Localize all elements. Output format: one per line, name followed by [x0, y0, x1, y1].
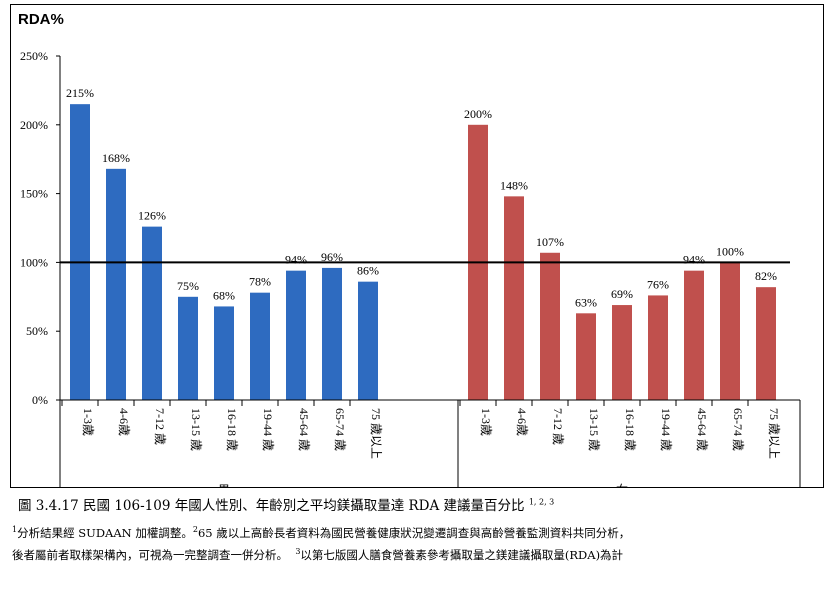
- figure-caption: 圖 3.4.17 民國 106-109 年國人性別、年齡別之平均鎂攝取量達 RD…: [18, 496, 818, 516]
- data-label: 200%: [464, 107, 492, 121]
- data-label: 96%: [321, 250, 343, 264]
- footnote-line-2: 後者屬前者取樣架構內，可視為一完整調查一併分析。 3以第七版國人膳食營養素參考攝…: [12, 544, 824, 566]
- footnotes: 1分析結果經 SUDAAN 加權調整。265 歲以上高齡長者資料為國民營養健康狀…: [12, 522, 824, 566]
- x-tick-label: 19-44 歲: [261, 408, 275, 451]
- data-label: 148%: [500, 178, 528, 192]
- x-tick-label: 65-74 歲: [731, 408, 745, 451]
- x-tick-label: 75 歲以上: [767, 408, 781, 459]
- x-tick-label: 7-12 歲: [551, 408, 565, 445]
- bar: [612, 305, 632, 400]
- data-label: 126%: [138, 209, 166, 223]
- caption-text: 圖 3.4.17 民國 106-109 年國人性別、年齡別之平均鎂攝取量達 RD…: [18, 498, 525, 514]
- bar: [358, 281, 378, 400]
- x-tick-label: 45-64 歲: [695, 408, 709, 451]
- data-label: 107%: [536, 235, 564, 249]
- data-label: 215%: [66, 86, 94, 100]
- bar: [322, 267, 342, 400]
- x-tick-label: 1-3歲: [479, 408, 493, 436]
- bar: [648, 295, 668, 400]
- footnote-2: 65 歲以上高齡長者資料為國民營養健康狀況變遷調查與高齡營養監測資料共同分析，: [197, 526, 631, 540]
- x-tick-label: 1-3歲: [81, 408, 95, 436]
- bar: [178, 296, 198, 400]
- caption-superscript: 1, 2, 3: [528, 497, 555, 507]
- y-axis-title: RDA%: [18, 11, 64, 28]
- bar: [214, 306, 234, 400]
- footnote-line-1: 1分析結果經 SUDAAN 加權調整。265 歲以上高齡長者資料為國民營養健康狀…: [12, 522, 824, 544]
- data-label: 76%: [647, 277, 669, 291]
- x-tick-label: 4-6歲: [117, 408, 131, 436]
- x-tick-label: 75 歲以上: [369, 408, 383, 459]
- bar: [106, 168, 126, 400]
- data-label: 82%: [755, 269, 777, 283]
- y-tick-label: 0%: [32, 393, 48, 407]
- y-tick-label: 200%: [20, 118, 48, 132]
- footnote-1: 分析結果經 SUDAAN 加權調整。: [17, 526, 193, 540]
- bar: [504, 196, 524, 400]
- y-axis: 0% 50% 100% 150% 200% 250%: [20, 49, 61, 407]
- bar: [250, 292, 270, 400]
- footnote-mark-1: 1: [12, 525, 18, 535]
- bar: [540, 252, 560, 400]
- x-tick-label: 16-18 歲: [623, 408, 637, 451]
- x-axis: 1-3歲 4-6歲 7-12 歲 13-15 歲 16-18 歲 19-44 歲 45-64…: [59, 399, 801, 488]
- data-label: 86%: [357, 264, 379, 278]
- bar: [286, 270, 306, 400]
- chart-area: RDA% 0% 50% 100% 150% 200% 250% 215% 168% 126% 7…: [10, 4, 824, 488]
- y-tick-label: 100%: [20, 255, 48, 269]
- x-tick-label: 65-74 歲: [333, 408, 347, 451]
- data-label: 68%: [213, 288, 235, 302]
- data-label: 69%: [611, 287, 633, 301]
- group-label: 男: [218, 483, 230, 488]
- footnote-2-cont: 後者屬前者取樣架構內，可視為一完整調查一併分析。: [12, 548, 288, 562]
- footnote-mark-3: 3: [295, 547, 301, 557]
- x-tick-label: 7-12 歲: [153, 408, 167, 445]
- x-tick-label: 16-18 歲: [225, 408, 239, 451]
- data-label: 94%: [285, 253, 307, 267]
- data-label: 168%: [102, 151, 130, 165]
- x-tick-label: 4-6歲: [515, 408, 529, 436]
- data-label: 94%: [683, 253, 705, 267]
- data-label: 100%: [716, 244, 744, 258]
- footnote-3: 以第七版國人膳食營養素參考攝取量之鎂建議攝取量(RDA)為計: [300, 548, 624, 562]
- bar-chart: RDA% 0% 50% 100% 150% 200% 250% 215% 168% 126% 7…: [10, 4, 824, 488]
- bar: [576, 313, 596, 400]
- bar: [756, 287, 776, 400]
- x-tick-label: 13-15 歲: [189, 408, 203, 451]
- bar: [720, 262, 740, 400]
- y-tick-label: 150%: [20, 187, 48, 201]
- footnote-mark-2: 2: [192, 525, 198, 535]
- bar: [142, 226, 162, 400]
- x-tick-label: 19-44 歲: [659, 408, 673, 451]
- data-label: 78%: [249, 275, 271, 289]
- x-tick-label: 45-64 歲: [297, 408, 311, 451]
- group-label: 女: [616, 482, 628, 488]
- bar: [70, 104, 90, 400]
- x-tick-label: 13-15 歲: [587, 408, 601, 451]
- data-label: 63%: [575, 295, 597, 309]
- y-tick-label: 250%: [20, 49, 48, 63]
- bar: [684, 270, 704, 400]
- y-tick-label: 50%: [26, 324, 48, 338]
- data-label: 75%: [177, 279, 199, 293]
